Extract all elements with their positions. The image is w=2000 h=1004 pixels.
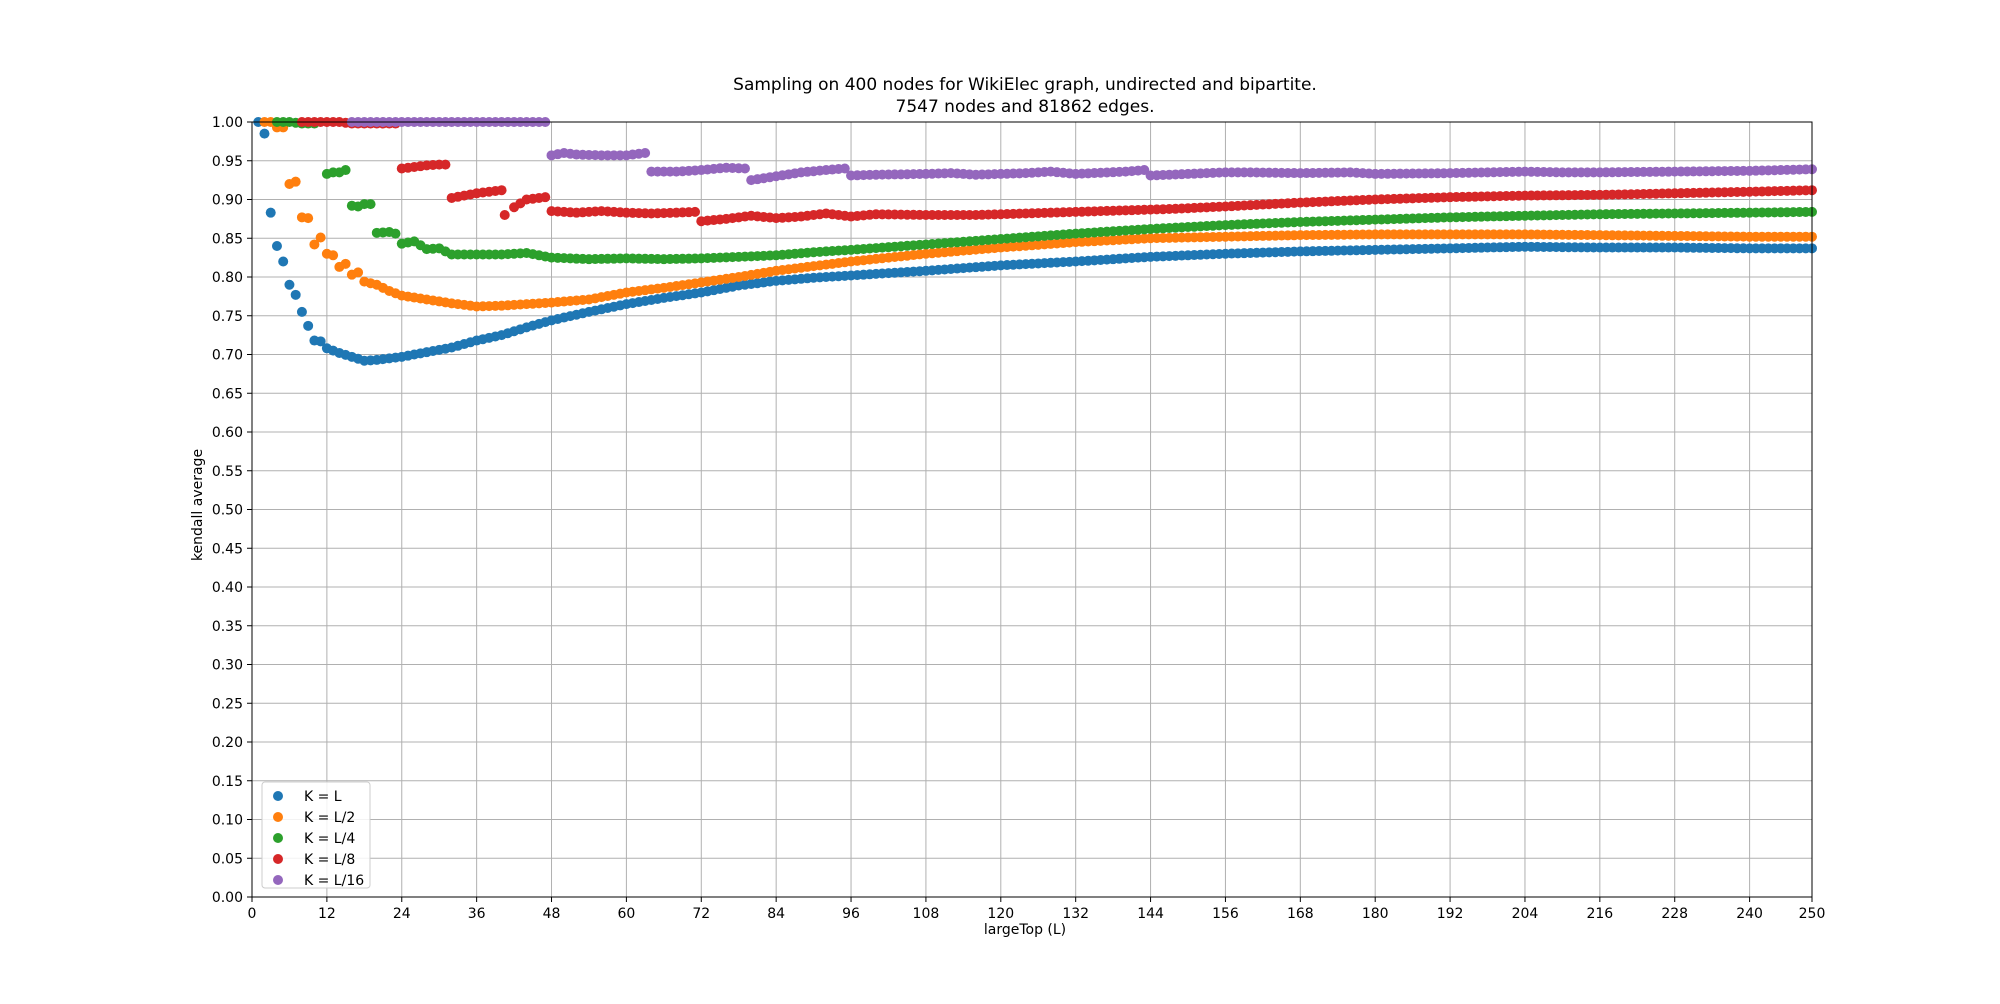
series-3 xyxy=(271,117,1817,265)
legend-box xyxy=(261,781,371,889)
y-tick-label: 1.00 xyxy=(212,115,243,131)
y-tick-label: 0.85 xyxy=(212,231,243,247)
legend-marker xyxy=(273,854,283,864)
data-point xyxy=(340,258,351,269)
y-tick-label: 0.35 xyxy=(212,619,243,635)
y-tick-label: 0.45 xyxy=(212,541,243,557)
x-tick-label: 24 xyxy=(393,906,411,922)
data-point xyxy=(690,206,701,217)
series-4 xyxy=(296,117,1817,227)
x-axis-label: largeTop (L) xyxy=(984,922,1066,938)
y-axis-label: kendall average xyxy=(190,449,206,561)
series-5 xyxy=(346,117,1817,186)
series-1 xyxy=(253,117,1817,366)
data-point xyxy=(540,192,551,203)
y-tick-label: 0.05 xyxy=(212,851,243,867)
y-tick-label: 0.00 xyxy=(212,890,243,906)
y-tick-label: 0.15 xyxy=(212,774,243,790)
x-tick-label: 144 xyxy=(1137,906,1164,922)
y-tick-label: 0.75 xyxy=(212,309,243,325)
data-point xyxy=(271,241,282,251)
x-tick-label: 204 xyxy=(1512,906,1539,922)
data-point xyxy=(290,176,301,187)
x-tick-label: 192 xyxy=(1437,906,1464,922)
x-tick-label: 120 xyxy=(987,906,1014,922)
y-tick-label: 0.30 xyxy=(212,658,243,674)
legend-label: K = L/4 xyxy=(304,831,355,847)
legend-label: K = L/16 xyxy=(304,873,364,889)
x-tick-label: 180 xyxy=(1362,906,1389,922)
series-2 xyxy=(259,117,1817,312)
legend-label: K = L/2 xyxy=(304,810,355,826)
x-tick-label: 84 xyxy=(767,906,785,922)
data-point xyxy=(328,250,339,261)
data-point xyxy=(839,163,850,174)
x-tick-label: 156 xyxy=(1212,906,1239,922)
y-tick-label: 0.70 xyxy=(212,348,243,364)
data-point xyxy=(259,128,270,139)
x-axis-ticks: 0 12 24 36 48 60 72 84 96 108 120 132 144 156 168 180 19… xyxy=(248,897,1826,922)
legend-marker xyxy=(273,791,283,801)
y-tick-label: 0.25 xyxy=(212,696,243,712)
chart-subtitle: 7547 nodes and 81862 edges. xyxy=(896,97,1155,117)
x-tick-label: 132 xyxy=(1062,906,1089,922)
legend-label: K = L xyxy=(304,789,342,805)
data-point xyxy=(315,336,326,347)
x-tick-label: 250 xyxy=(1799,906,1826,922)
x-tick-label: 216 xyxy=(1586,906,1613,922)
legend-label: K = L/8 xyxy=(304,852,355,868)
x-tick-label: 72 xyxy=(692,906,710,922)
legend-marker xyxy=(273,875,283,885)
data-point xyxy=(315,232,326,243)
x-tick-label: 36 xyxy=(468,906,486,922)
y-tick-label: 0.10 xyxy=(212,813,243,829)
x-tick-label: 108 xyxy=(913,906,940,922)
y-tick-label: 0.80 xyxy=(212,270,243,286)
x-tick-label: 228 xyxy=(1661,906,1688,922)
x-tick-label: 0 xyxy=(248,906,257,922)
data-point xyxy=(290,289,301,300)
y-tick-label: 0.50 xyxy=(212,503,243,519)
y-tick-label: 0.90 xyxy=(212,193,243,209)
legend: K = L K = L/2 K = L/4 K = L/8 K = L/16 xyxy=(261,781,371,889)
data-point xyxy=(303,213,314,224)
data-point xyxy=(353,267,364,278)
x-tick-label: 168 xyxy=(1287,906,1314,922)
y-tick-label: 0.60 xyxy=(212,425,243,441)
data-point xyxy=(284,279,295,290)
data-point xyxy=(365,199,376,210)
y-tick-label: 0.55 xyxy=(212,464,243,480)
legend-marker xyxy=(273,833,283,843)
x-tick-label: 240 xyxy=(1736,906,1763,922)
y-tick-label: 0.40 xyxy=(212,580,243,596)
x-tick-label: 48 xyxy=(543,906,561,922)
data-point xyxy=(278,256,289,267)
data-point xyxy=(496,185,507,196)
legend-marker xyxy=(273,812,283,822)
x-tick-label: 12 xyxy=(318,906,336,922)
x-tick-label: 60 xyxy=(617,906,635,922)
data-point xyxy=(309,239,320,250)
data-point xyxy=(739,163,750,174)
data-point xyxy=(499,210,510,220)
data-points xyxy=(253,117,1817,366)
y-tick-label: 0.95 xyxy=(212,154,243,170)
chart-title: Sampling on 400 nodes for WikiElec graph… xyxy=(733,75,1317,95)
data-point xyxy=(296,306,307,317)
y-tick-label: 0.20 xyxy=(212,735,243,751)
y-axis-ticks: 0.00 0.05 0.10 0.15 0.20 0.25 0.30 0.35 0.40 0.45… xyxy=(212,115,252,906)
data-point xyxy=(390,228,401,239)
x-tick-label: 96 xyxy=(842,906,860,922)
data-point xyxy=(440,159,451,170)
y-tick-label: 0.65 xyxy=(212,386,243,402)
data-point xyxy=(265,207,276,218)
data-point xyxy=(340,165,351,176)
data-point xyxy=(640,148,651,158)
data-point xyxy=(303,320,314,331)
